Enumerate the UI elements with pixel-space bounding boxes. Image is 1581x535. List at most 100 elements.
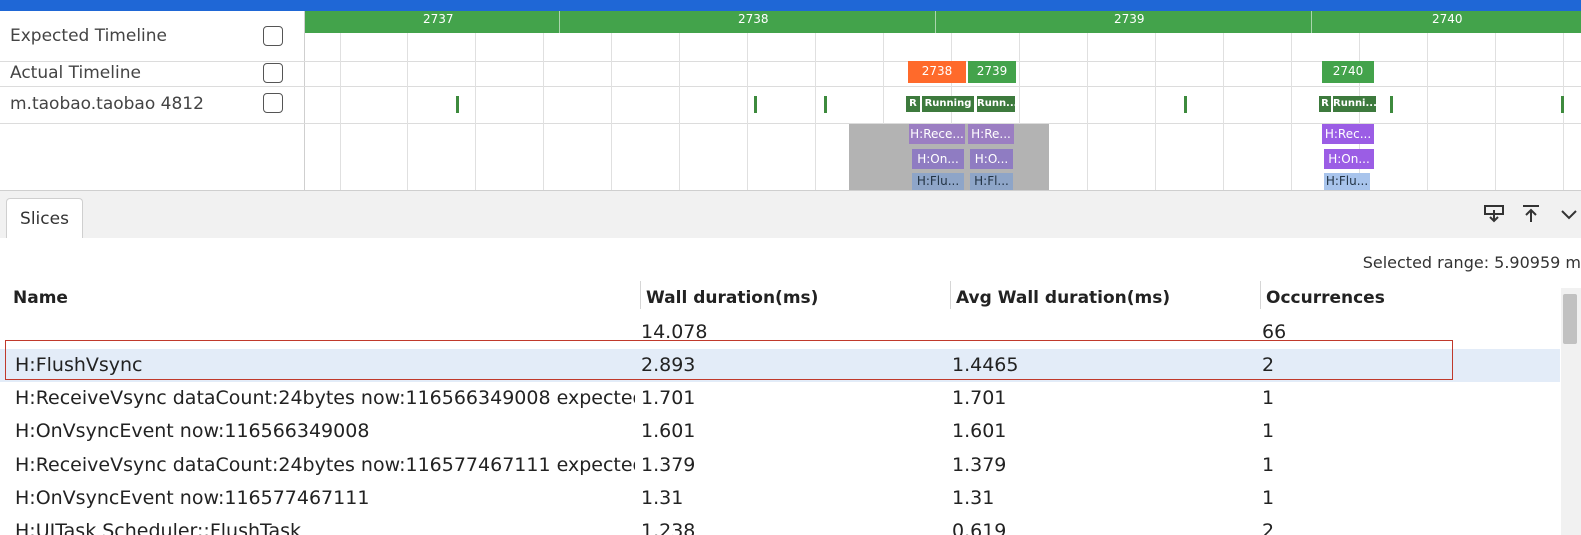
thread-state-marker[interactable] (1561, 96, 1564, 113)
row-wall-duration: 2.893 (641, 354, 696, 376)
thread-state-runnable[interactable]: R (906, 96, 920, 112)
row-occurrences: 1 (1262, 420, 1275, 442)
grid-line (883, 33, 884, 190)
thread-state-marker[interactable] (1184, 96, 1187, 113)
column-header-occurrences[interactable]: Occurrences (1266, 288, 1385, 308)
column-header-name[interactable]: Name (13, 288, 68, 308)
grid-line (1291, 33, 1292, 190)
table-row[interactable]: H:FlushVsync 2.893 1.4465 2 (0, 349, 1560, 382)
thread-state-marker[interactable] (824, 96, 827, 113)
row-occurrences: 2 (1262, 354, 1275, 376)
slice-on-vsync-event[interactable]: H:On... (1324, 149, 1374, 169)
row-name: H:ReceiveVsync dataCount:24bytes now:116… (15, 454, 635, 476)
process-row[interactable]: m.taobao.taobao 4812 (0, 86, 1581, 124)
grid-line (1495, 33, 1496, 190)
tab-strip: Slices (0, 191, 1581, 238)
chevron-down-icon[interactable] (1557, 203, 1581, 225)
actual-timeline-label: Actual Timeline (10, 63, 141, 83)
grid-line (1223, 33, 1224, 190)
thread-state-running[interactable]: Runn... (977, 96, 1015, 112)
row-name: H:FlushVsync (15, 354, 143, 376)
row-occurrences: 1 (1262, 487, 1275, 509)
actual-frame-2739[interactable]: 2739 (968, 61, 1016, 83)
row-wall-duration: 1.238 (641, 520, 696, 535)
table-row[interactable]: H:OnVsyncEvent now:116566349008 1.601 1.… (0, 415, 1560, 448)
table-row[interactable]: H:UITask Scheduler::FlushTask 1.238 0.61… (0, 515, 1560, 535)
table-row[interactable]: H:ReceiveVsync dataCount:24bytes now:116… (0, 382, 1560, 415)
scrollbar-thumb[interactable] (1563, 294, 1577, 344)
slice-flush-vsync[interactable]: H:Flu... (912, 173, 964, 190)
table-row[interactable]: H:ReceiveVsync dataCount:24bytes now:116… (0, 449, 1560, 482)
expected-timeline-checkbox[interactable] (263, 26, 283, 46)
summary-occurrences: 66 (1262, 321, 1287, 343)
timeline-track[interactable]: 2737 2738 2739 2740 2738 2739 2740 R Run… (305, 11, 1581, 190)
grid-line (815, 33, 816, 190)
row-occurrences: 1 (1262, 454, 1275, 476)
slice-receive-vsync[interactable]: H:Re... (968, 124, 1014, 144)
grid-line (1155, 33, 1156, 190)
row-wall-duration: 1.31 (641, 487, 684, 509)
grid-line (1019, 33, 1020, 190)
grid-line (611, 33, 612, 190)
top-accent-bar (0, 0, 1581, 11)
row-occurrences: 1 (1262, 387, 1275, 409)
row-name: H:OnVsyncEvent now:116577467111 (15, 487, 370, 509)
grid-line (340, 33, 341, 190)
row-wall-duration: 1.701 (641, 387, 696, 409)
thread-state-running[interactable]: Runni... (1333, 96, 1376, 112)
thread-state-marker[interactable] (754, 96, 757, 113)
column-separator[interactable] (950, 281, 951, 309)
thread-state-marker[interactable] (1390, 96, 1393, 113)
actual-frame-2738[interactable]: 2738 (908, 61, 966, 83)
grid-line (1087, 33, 1088, 190)
expected-timeline-row[interactable]: Expected Timeline (0, 11, 1581, 62)
slice-flush-vsync[interactable]: H:Flu... (1324, 173, 1370, 190)
ruler-label: 2739 (1114, 12, 1145, 26)
row-name: H:UITask Scheduler::FlushTask (15, 520, 302, 535)
table-row[interactable]: H:OnVsyncEvent now:116577467111 1.31 1.3… (0, 482, 1560, 515)
pin-top-icon[interactable] (1520, 203, 1542, 225)
summary-row: 14.078 66 (0, 319, 1560, 349)
frame-ruler: 2737 2738 2739 2740 (305, 11, 1581, 33)
grid-line (407, 33, 408, 190)
thread-state-running[interactable]: Running (922, 96, 974, 112)
slice-receive-vsync[interactable]: H:Rec... (1322, 124, 1374, 144)
column-separator[interactable] (1260, 281, 1261, 309)
thread-state-runnable[interactable]: R (1319, 96, 1331, 112)
grid-line (475, 33, 476, 190)
thread-state-marker[interactable] (456, 96, 459, 113)
slice-flush-vsync[interactable]: H:Fl... (970, 173, 1013, 190)
actual-frame-2740[interactable]: 2740 (1322, 61, 1374, 83)
process-checkbox[interactable] (263, 93, 283, 113)
expected-timeline-label: Expected Timeline (10, 26, 168, 46)
row-wall-duration: 1.379 (641, 454, 696, 476)
row-avg-wall-duration: 0.619 (952, 520, 1007, 535)
timeline-area[interactable]: Expected Timeline Actual Timeline m.taob… (0, 11, 1581, 190)
table-scrollbar[interactable] (1561, 288, 1581, 535)
track-label-column (0, 11, 305, 190)
column-separator[interactable] (640, 281, 641, 309)
row-avg-wall-duration: 1.701 (952, 387, 1007, 409)
summary-wall-duration: 14.078 (641, 321, 708, 343)
column-header-wall-duration[interactable]: Wall duration(ms) (646, 288, 819, 308)
ruler-label: 2737 (423, 12, 454, 26)
ruler-label: 2740 (1432, 12, 1463, 26)
actual-timeline-row[interactable]: Actual Timeline (0, 61, 1581, 87)
row-wall-duration: 1.601 (641, 420, 696, 442)
slice-on-vsync-event[interactable]: H:O... (970, 149, 1013, 169)
ruler-tick (559, 11, 560, 33)
slice-receive-vsync[interactable]: H:Rece... (909, 124, 965, 144)
tab-slices[interactable]: Slices (6, 198, 83, 238)
row-avg-wall-duration: 1.379 (952, 454, 1007, 476)
actual-timeline-checkbox[interactable] (263, 63, 283, 83)
download-icon[interactable] (1483, 203, 1505, 225)
column-header-avg-wall-duration[interactable]: Avg Wall duration(ms) (956, 288, 1171, 308)
row-name: H:OnVsyncEvent now:116566349008 (15, 420, 370, 442)
details-panel: Slices Selected range: 5.90959 m Name Wa… (0, 190, 1581, 535)
selected-row-highlight (5, 340, 1453, 380)
ruler-tick (1311, 11, 1312, 33)
selected-range-label: Selected range: 5.90959 m (1362, 253, 1581, 272)
slice-on-vsync-event[interactable]: H:On... (912, 149, 964, 169)
ruler-tick (935, 11, 936, 33)
process-label: m.taobao.taobao 4812 (10, 94, 204, 114)
